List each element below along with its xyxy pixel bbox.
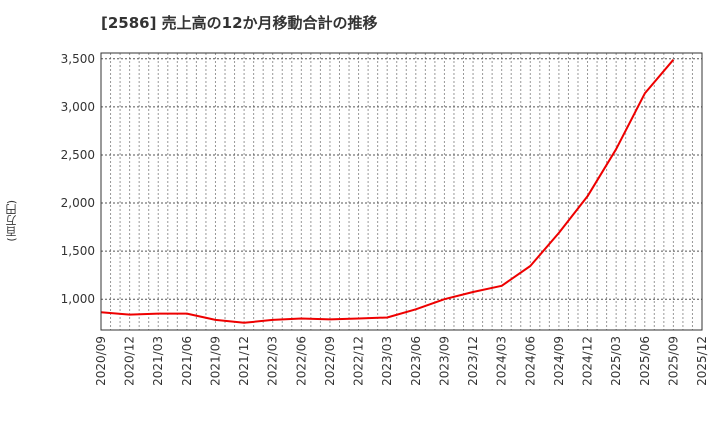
x-tick-label: 2022/03	[266, 336, 280, 386]
y-axis-ticks: 1,000 1,500 2,000 2,500 3,000 3,500	[61, 52, 95, 306]
x-tick-label: 2020/09	[94, 336, 108, 386]
x-tick-label: 2022/12	[352, 336, 366, 386]
x-tick-label: 2025/03	[609, 336, 623, 386]
x-tick-label: 2022/09	[323, 336, 337, 386]
grid-lines	[100, 53, 703, 330]
y-tick-label: 2,500	[61, 148, 95, 162]
y-tick-label: 1,500	[61, 244, 95, 258]
x-tick-label: 2025/09	[666, 336, 680, 386]
x-tick-label: 2025/06	[638, 336, 652, 386]
y-tick-label: 1,000	[61, 292, 95, 306]
x-tick-label: 2024/12	[581, 336, 595, 386]
x-tick-label: 2021/09	[208, 336, 222, 386]
plot-frame	[100, 52, 703, 331]
y-tick-label: 3,000	[61, 100, 95, 114]
x-tick-label: 2021/06	[180, 336, 194, 386]
chart-title: [2586] 売上高の12か月移動合計の推移	[101, 14, 378, 32]
x-tick-label: 2021/12	[237, 336, 251, 386]
x-tick-label: 2021/03	[151, 336, 165, 386]
x-tick-label: 2024/09	[552, 336, 566, 386]
y-tick-label: 3,500	[61, 52, 95, 66]
x-tick-label: 2023/09	[437, 336, 451, 386]
x-tick-label: 2023/06	[409, 336, 423, 386]
x-tick-label: 2024/03	[495, 336, 509, 386]
x-tick-label: 2025/12	[695, 336, 709, 386]
x-tick-label: 2024/06	[523, 336, 537, 386]
x-tick-label: 2022/06	[294, 336, 308, 386]
x-tick-label: 2023/12	[466, 336, 480, 386]
x-axis-ticks: 2020/09 2020/12 2021/03 2021/06 2021/09 2021/…	[94, 336, 709, 386]
y-tick-label: 2,000	[61, 196, 95, 210]
x-tick-label: 2023/03	[380, 336, 394, 386]
sales-line	[100, 59, 675, 324]
x-tick-label: 2020/12	[123, 336, 137, 386]
